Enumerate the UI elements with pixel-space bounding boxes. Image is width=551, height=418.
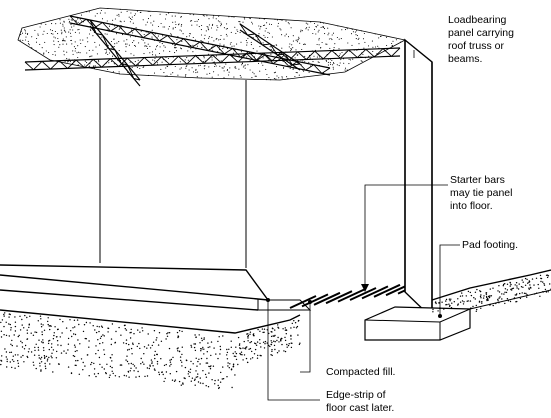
roof-trusses bbox=[24, 15, 401, 87]
label-edge-line-2: floor cast later. bbox=[326, 402, 394, 414]
starter-bars bbox=[289, 280, 425, 309]
label-edge-line-1: Edge-strip of bbox=[326, 389, 386, 401]
label-starter-bars: Starter bars may tie panel into floor. bbox=[450, 174, 512, 212]
label-starter-line-1: Starter bars bbox=[450, 174, 505, 186]
label-pad-footing: Pad footing. bbox=[462, 239, 518, 251]
floor-slab bbox=[0, 264, 270, 311]
leader-lines bbox=[266, 50, 460, 401]
label-panel-line-1: Loadbearing bbox=[448, 14, 507, 26]
pad-footing bbox=[364, 306, 471, 341]
interior-columns bbox=[99, 78, 247, 268]
loadbearing-panel bbox=[404, 38, 433, 320]
label-compacted-fill: Compacted fill. bbox=[326, 366, 395, 378]
label-panel-line-3: roof truss or bbox=[448, 40, 505, 52]
label-panel: Loadbearing panel carrying roof truss or… bbox=[448, 14, 514, 65]
label-pad-line-1: Pad footing. bbox=[462, 239, 518, 251]
label-starter-line-3: into floor. bbox=[450, 200, 493, 212]
label-fill-line-1: Compacted fill. bbox=[326, 366, 395, 378]
label-starter-line-2: may tie panel bbox=[450, 187, 512, 199]
ground-line bbox=[0, 269, 551, 334]
label-edge-strip: Edge-strip of floor cast later. bbox=[326, 389, 394, 414]
ground-stipple bbox=[0, 274, 551, 390]
label-panel-line-2: panel carrying bbox=[448, 27, 514, 39]
label-panel-line-4: beams. bbox=[448, 53, 482, 65]
